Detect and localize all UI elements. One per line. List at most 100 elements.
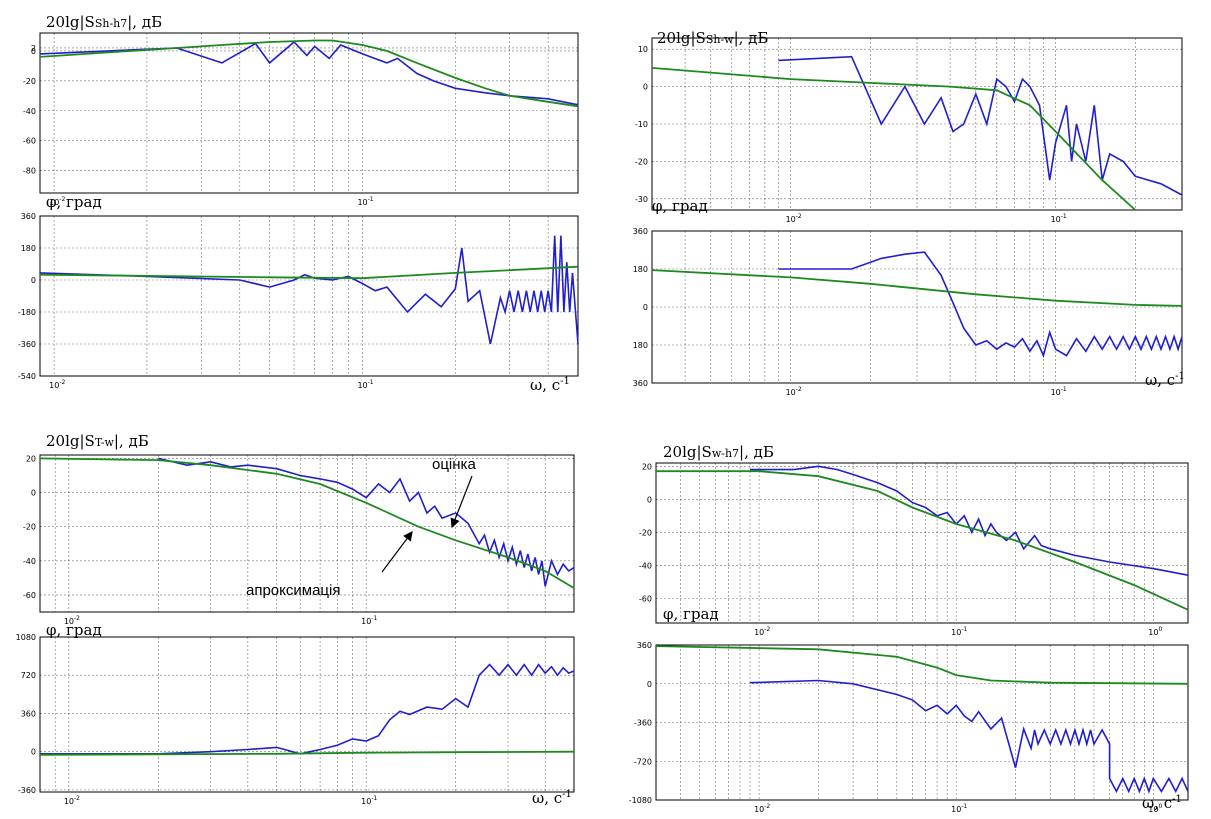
annotation-estimate-arrow — [450, 475, 473, 529]
x-tick-label: 10-2 — [754, 803, 770, 814]
y-tick-label: -180 — [18, 308, 36, 317]
x-tick-label: 10-1 — [951, 803, 967, 814]
series-estimate-line — [39, 40, 579, 106]
x-tick-label: 10-2 — [49, 196, 65, 207]
plot-area — [655, 462, 1189, 624]
y-tick-label: -60 — [23, 591, 36, 600]
x-axis-label: ω, с-1 — [532, 789, 572, 807]
panel-title: 20lg|SSh-w|, дБ — [657, 29, 768, 47]
y-tick-label: 20 — [642, 462, 652, 471]
y-tick-label: 0 — [31, 489, 36, 498]
chart-sh-h7-magnitude: 20 -20 -40 -60 -80 10-2 10-1 20lg|SSh-h7|, дБ — [23, 13, 579, 207]
series-approximation-line — [655, 645, 1189, 685]
series-estimate-line — [39, 235, 579, 345]
series-approximation-line — [39, 39, 579, 108]
y-tick-label: 0 — [31, 276, 36, 285]
series-approximation-line — [656, 470, 1189, 611]
y-tick-label: 1080 — [16, 633, 36, 642]
panel-title: 20lg|Sw-h7|, дБ — [663, 443, 774, 461]
annotation-approximation-label: апроксимація — [246, 582, 340, 599]
y-tick-label: -20 — [639, 528, 652, 537]
series-estimate-line — [158, 457, 575, 587]
x-tick-label: 10-2 — [786, 386, 802, 397]
series-estimate-line — [750, 465, 1189, 576]
y-tick-label: 360 — [633, 379, 648, 388]
plot-area — [39, 215, 579, 377]
series-estimate-line — [778, 251, 1183, 358]
y-tick-label: 360 — [637, 641, 652, 650]
x-axis-label: ω, с-1 — [1145, 371, 1185, 389]
x-tick-label: 10-2 — [786, 213, 802, 224]
y-tick-label: 180 — [633, 341, 648, 350]
chart-sh-w-magnitude: 10 0 -10 -20 -30 10-2 10-1 20lg|SSh-w|, дБ — [635, 29, 1183, 224]
y-tick-label: -40 — [23, 557, 36, 566]
x-tick-label: 100 — [1148, 803, 1162, 814]
y-tick-label: 360 — [633, 227, 648, 236]
x-tick-label: 10-2 — [64, 615, 80, 626]
x-tick-label: 10-1 — [951, 626, 967, 637]
x-tick-label: 10-2 — [49, 379, 65, 390]
y-tick-label: 180 — [633, 265, 648, 274]
y-tick-label: -360 — [18, 786, 36, 795]
y-tick-label: 0 — [31, 748, 36, 757]
x-tick-label: 10-1 — [1051, 386, 1067, 397]
plot-area — [39, 32, 579, 194]
y-tick-label: -360 — [18, 340, 36, 349]
series-estimate-line — [749, 679, 1189, 794]
y-tick-label: -360 — [634, 719, 652, 728]
y-tick-label: 360 — [21, 709, 36, 718]
x-tick-label: 10-1 — [1051, 213, 1067, 224]
x-tick-label: 100 — [1148, 626, 1162, 637]
panel-title: φ, град — [46, 193, 102, 211]
y-tick-label: -20 — [23, 523, 36, 532]
y-tick-label: 0 — [647, 680, 652, 689]
y-tick-label: -80 — [23, 167, 36, 176]
x-tick-label: 10-1 — [361, 615, 377, 626]
panel-title: φ, град — [46, 621, 102, 639]
y-tick-label: -1080 — [629, 796, 652, 805]
chart-t-w-magnitude: 20 0 -20 -40 -60 10-2 10-1 20lg|ST-w|, дБ — [23, 432, 575, 626]
y-tick-label: 10 — [638, 45, 648, 54]
chart-w-h7-phase: 360 0 -360 -720 -1080 10-2 10-1 100 φ, град ω, с-… — [629, 605, 1189, 814]
y-tick-label: 0 — [31, 47, 36, 56]
y-tick-label: 0 — [643, 303, 648, 312]
annotation-approximation: апроксимація — [246, 531, 413, 599]
y-tick-label: -40 — [23, 107, 36, 116]
panel-title: φ, град — [652, 197, 708, 215]
y-tick-label: 360 — [21, 212, 36, 221]
y-tick-label: 20 — [26, 454, 36, 463]
panel-title: φ, град — [663, 605, 719, 623]
panel-title: 20lg|ST-w|, дБ — [46, 432, 149, 450]
chart-sh-w-phase: 360 180 0 180 360 10-2 10-1 φ, град ω, с-1 — [633, 197, 1185, 397]
x-tick-label: 10-1 — [357, 379, 373, 390]
y-tick-label: -20 — [23, 77, 36, 86]
series-approximation-line — [651, 67, 1136, 211]
plot-area — [39, 636, 575, 793]
y-tick-label: -30 — [635, 195, 648, 204]
chart-t-w-phase: 1080 720 360 0 -360 10-2 10-1 φ, град ω, с-1 — [16, 621, 575, 807]
x-axis-label: ω, с-1 — [1142, 794, 1182, 812]
y-tick-label: 2 — [31, 44, 36, 53]
x-tick-label: 10-1 — [361, 795, 377, 806]
series-approximation-line — [651, 269, 1183, 307]
series-approximation-line — [39, 457, 575, 589]
y-tick-label: -60 — [23, 137, 36, 146]
annotation-approximation-arrow — [381, 531, 413, 573]
x-axis-label: ω, с-1 — [530, 376, 570, 394]
series-estimate-line — [778, 55, 1183, 196]
chart-sh-h7-phase: 360 180 0 -180 -360 -540 10-2 10-1 φ, град ω, с-1 — [18, 193, 579, 394]
x-tick-label: 10-1 — [357, 196, 373, 207]
y-tick-label: -60 — [639, 594, 652, 603]
annotation-estimate: оцінка — [432, 456, 476, 529]
panel-title: 20lg|SSh-h7|, дБ — [46, 13, 162, 31]
y-tick-label: 0 — [647, 495, 652, 504]
y-tick-label: -540 — [18, 372, 36, 381]
y-tick-label: -20 — [635, 157, 648, 166]
series-approximation-line — [39, 265, 579, 280]
annotation-estimate-label: оцінка — [432, 456, 476, 473]
x-tick-label: 10-2 — [64, 795, 80, 806]
x-tick-label: 10-2 — [754, 626, 770, 637]
y-tick-label: 180 — [21, 244, 36, 253]
y-tick-label: -40 — [639, 561, 652, 570]
